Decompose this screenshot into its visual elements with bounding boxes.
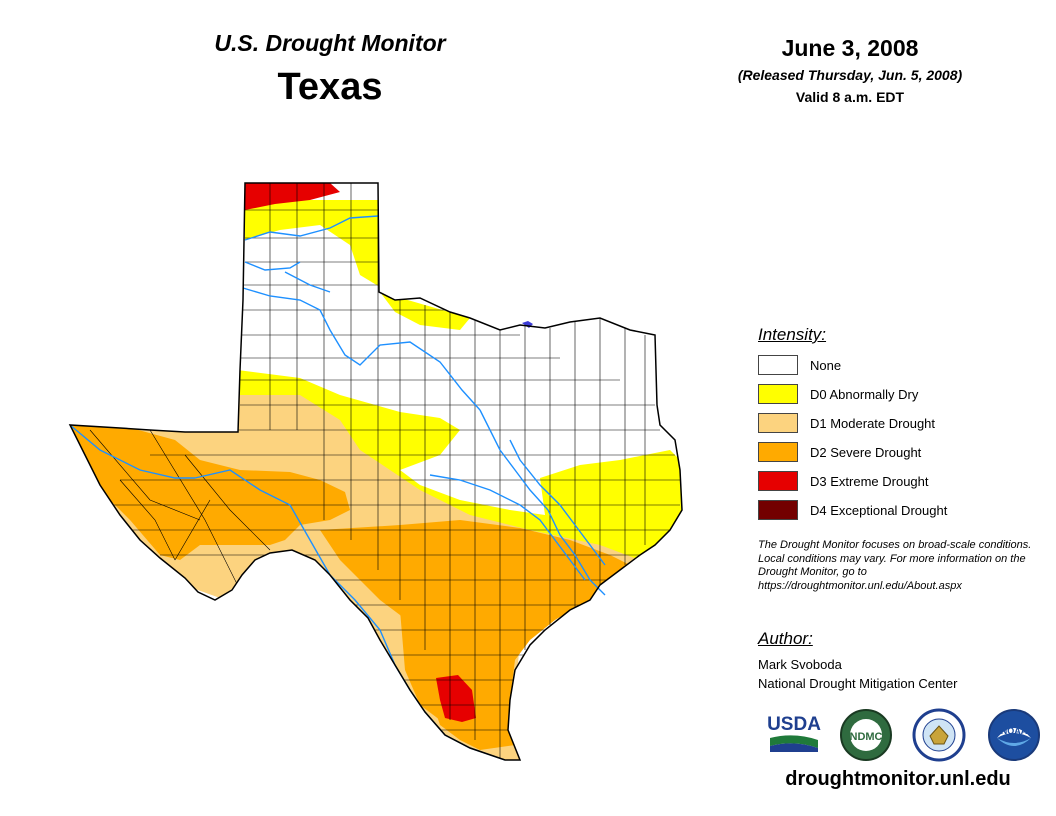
legend-swatch — [758, 413, 798, 433]
area-d0-panhandle — [245, 200, 390, 290]
ndmc-logo: NDMC — [840, 709, 892, 761]
area-d2-trans-pecos — [70, 420, 350, 560]
legend-label: D1 Moderate Drought — [810, 416, 936, 431]
legend-label: None — [810, 358, 842, 373]
drought-monitor-note: The Drought Monitor focuses on broad-sca… — [758, 539, 1032, 592]
river-brazos-lower — [479, 409, 606, 596]
map-date: June 3, 2008 — [781, 35, 919, 61]
valid-time: Valid 8 a.m. EDT — [795, 89, 905, 105]
intensity-heading: Intensity: — [758, 325, 827, 344]
river-pecos — [194, 469, 331, 576]
river-trinity — [509, 439, 606, 566]
river-canadian — [244, 215, 379, 241]
state-title: Texas — [277, 66, 383, 108]
author-name: Mark Svoboda — [758, 657, 842, 672]
usda-logo-text: USDA — [767, 714, 821, 735]
drought-area-layer — [70, 183, 682, 760]
legend-label: D3 Extreme Drought — [810, 474, 929, 489]
county-lines — [89, 183, 680, 760]
doc-seal-logo — [912, 708, 966, 762]
legend-swatch — [758, 442, 798, 462]
noaa-logo-text: NOAA — [1001, 726, 1028, 736]
river-brazos-upper — [242, 287, 481, 411]
ndmc-logo-text: NDMC — [850, 731, 883, 743]
author-organization: National Drought Mitigation Center — [758, 676, 958, 691]
monitor-title: U.S. Drought Monitor — [214, 30, 446, 56]
legend-swatch — [758, 355, 798, 375]
author-heading: Author: — [758, 629, 813, 648]
legend-swatch — [758, 500, 798, 520]
usda-logo: USDA — [767, 714, 821, 752]
legend-swatch — [758, 471, 798, 491]
website-link[interactable]: droughtmonitor.unl.edu — [785, 768, 1011, 790]
legend-swatch — [758, 384, 798, 404]
river-colorado — [429, 474, 586, 581]
river-rio-grande-west — [69, 424, 195, 479]
legend-label: D0 Abnormally Dry — [810, 387, 919, 402]
legend-label: D2 Severe Drought — [810, 445, 922, 460]
area-d3-south-texas — [436, 675, 476, 722]
legend-label: D4 Exceptional Drought — [810, 503, 948, 518]
noaa-logo: NOAA — [988, 709, 1040, 761]
river-red-fork — [244, 261, 331, 293]
state-outline — [68, 182, 683, 761]
area-d3-panhandle — [245, 183, 340, 210]
release-date: (Released Thursday, Jun. 5, 2008) — [737, 67, 963, 83]
